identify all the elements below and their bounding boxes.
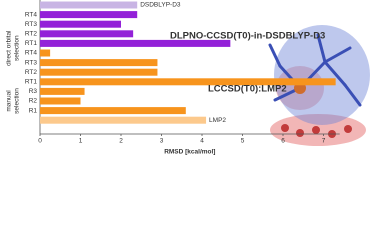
- bar: [40, 107, 186, 115]
- series-title: LCCSD(T0):LMP2: [208, 84, 287, 95]
- y-tick-label: RT4: [25, 50, 38, 57]
- bar: [40, 39, 231, 47]
- bar: [40, 68, 158, 76]
- y-tick-label: R2: [29, 98, 38, 105]
- bar-label: DSDBLYP-D3: [140, 2, 181, 9]
- group-label: direct orbital: [6, 30, 13, 66]
- x-tick-label: 6: [281, 138, 285, 145]
- series-title: DLPNO-CCSD(T0)-in-DSDBLYP-D3: [170, 31, 325, 42]
- bar: [40, 1, 138, 9]
- x-tick-label: 5: [241, 138, 245, 145]
- bar: [40, 78, 336, 86]
- x-tick-label: 1: [79, 138, 83, 145]
- bar: [40, 20, 121, 28]
- x-tick-label: 2: [119, 138, 123, 145]
- bar: [40, 97, 81, 105]
- group-label: selection: [14, 35, 21, 61]
- y-tick-label: RT4: [25, 11, 38, 18]
- page: {"chart_data": { "type": "bar", "orienta…: [5, 0, 370, 156]
- x-axis-label: RMSD [kcal/mol]: [164, 149, 215, 156]
- chart: 0 1 2 3 4 5 6 7 DSDBLYP-D3 RT4 RT3 RT2 RT1 RT4 RT3 RT2 R…: [6, 0, 370, 156]
- bar: [40, 11, 138, 19]
- bar: [40, 87, 85, 95]
- y-tick-label: RT1: [25, 79, 38, 86]
- bar: [40, 59, 158, 67]
- group-label: selection: [14, 88, 21, 114]
- y-tick-label: RT1: [25, 40, 38, 47]
- x-tick-label: 3: [160, 138, 164, 145]
- bar: [40, 116, 207, 124]
- x-tick-label: 4: [200, 138, 204, 145]
- x-tick-label: 7: [322, 138, 326, 145]
- y-tick-label: RT3: [25, 21, 38, 28]
- bar: [40, 30, 134, 38]
- x-tick-label: 0: [38, 138, 42, 145]
- bar-label: LMP2: [209, 117, 226, 124]
- y-tick-label: RT2: [25, 31, 38, 38]
- y-tick-label: RT2: [25, 69, 38, 76]
- y-tick-label: RT3: [25, 59, 38, 66]
- y-tick-label: R3: [29, 88, 38, 95]
- y-tick-label: R1: [29, 107, 38, 114]
- group-label: manual: [6, 90, 13, 112]
- bar: [40, 49, 51, 57]
